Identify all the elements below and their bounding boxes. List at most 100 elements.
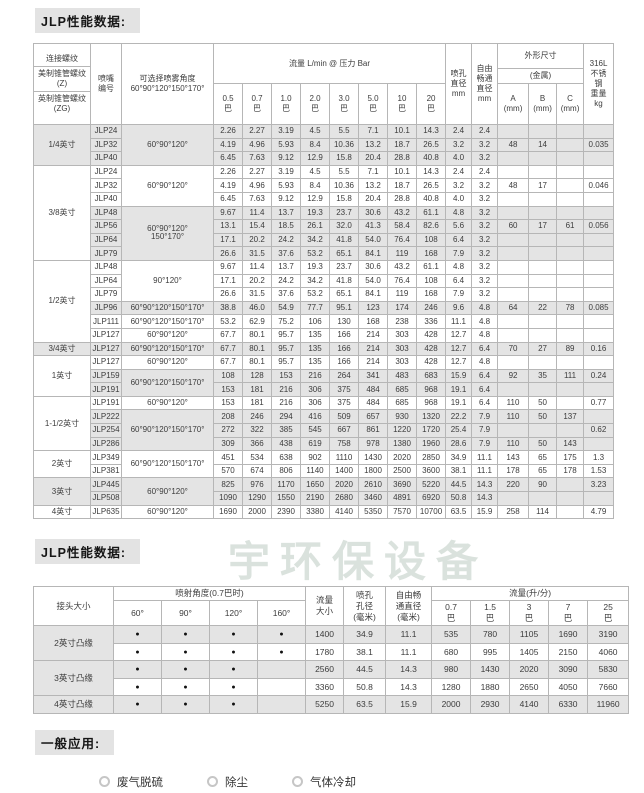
header2-free-passage: 自由畅 通直径 (毫米) xyxy=(385,586,433,627)
dim-b-cell xyxy=(528,287,558,302)
flow-value-cell: 26.5 xyxy=(415,137,447,153)
flow-value-cell: 375 xyxy=(329,382,359,397)
nozzle-id-cell: JLP96 xyxy=(90,300,122,316)
dim-a-cell xyxy=(497,355,530,370)
angle-line: 60°90°120° xyxy=(147,224,188,234)
flow-value-cell: 216 xyxy=(271,382,301,397)
flow-value-cell: 181 xyxy=(242,382,272,397)
dim-c-cell xyxy=(556,355,585,370)
dim-a-cell: 143 xyxy=(497,450,530,465)
flow-value-cell: 1800 xyxy=(358,463,388,479)
table2-header: 接头大小 喷射角度(0.7巴时) 流量 大小 喷孔 孔径 (毫米) 自由畅 通直… xyxy=(33,586,630,627)
weight-cell xyxy=(583,355,615,370)
flow-value-cell: 13.7 xyxy=(271,259,301,275)
orifice-diameter-cell: 2.4 xyxy=(445,124,473,139)
flow-value-cell: 1400 xyxy=(329,463,359,479)
nozzle-id-cell: JLP32 xyxy=(90,137,122,153)
flow-value-cell: 26.6 xyxy=(213,246,243,261)
connector-size-cell: 1-1/2英寸 xyxy=(33,395,91,452)
table-row: JLP40 6.45 7.63 9.12 12.9 15.8 20.4 28.8 40.8 4.0… xyxy=(34,191,615,207)
free-passage-cell: 4.8 xyxy=(471,327,499,343)
flow-value-cell: 294 xyxy=(271,409,301,425)
flow-value-cell: 174 xyxy=(387,300,417,316)
flow-value-cell: 214 xyxy=(358,355,388,370)
section-title-applications: 一般应用: xyxy=(35,729,115,755)
header-spray-angle-title: 可选择喷雾角度 xyxy=(139,74,196,83)
dim-c-cell xyxy=(556,124,585,139)
flow-value-cell: 15.4 xyxy=(242,219,272,234)
flow-value-cell: 303 xyxy=(387,341,417,357)
dim-b-cell: 27 xyxy=(528,341,558,357)
table-row: ● ● ● ● 1780 38.1 11.1 680 995 1405 2150 4060 xyxy=(34,642,630,662)
dim-b-cell: 90 xyxy=(528,477,558,493)
flow-value-cell: 119 xyxy=(387,246,417,261)
header2-angle-120: 120° xyxy=(209,600,258,627)
angle-available-cell: ● xyxy=(209,677,258,697)
flow-value-cell: 7.63 xyxy=(242,151,272,166)
dim-a-cell xyxy=(497,191,530,207)
free-passage-cell: 14.3 xyxy=(471,491,499,506)
dim-b-cell xyxy=(528,151,558,166)
dim-b-cell xyxy=(528,191,558,207)
flow-value-cell: 1290 xyxy=(242,491,272,506)
orifice-diameter-cell: 19.1 xyxy=(445,382,473,397)
weight-cell xyxy=(583,246,615,261)
flow-value-cell: 978 xyxy=(358,436,388,452)
free-passage-cell: 2.4 xyxy=(471,124,499,139)
dim-a-cell: 70 xyxy=(497,341,530,357)
nozzle-id-cell: JLP79 xyxy=(90,246,122,261)
nozzle-id-cell: JLP40 xyxy=(90,191,122,207)
flow-value-cell: 6.45 xyxy=(213,151,243,166)
orifice-diameter-cell: 28.6 xyxy=(445,436,473,452)
flow-value-cell: 4.96 xyxy=(242,137,272,153)
flow-value-cell: 130 xyxy=(329,314,359,329)
capacity-cell: 5250 xyxy=(305,695,345,714)
flow-value-cell: 37.6 xyxy=(271,246,301,261)
dim-b-cell xyxy=(528,246,558,261)
free-passage-cell: 3.2 xyxy=(471,259,499,275)
connector-size-cell: 2英寸凸缘 xyxy=(33,625,114,662)
dim-a-cell: 48 xyxy=(497,178,530,193)
table-row: 3/4英寸 JLP127 60°90°120°150°170° 67.7 80.1 95.… xyxy=(33,341,615,357)
orifice-diameter-cell: 7.9 xyxy=(445,246,473,261)
orifice-diameter-cell: 4.8 xyxy=(445,259,473,275)
flow-value-cell: 685 xyxy=(387,395,417,411)
flow-value-cell: 1405 xyxy=(509,642,550,662)
flow-value-cell: 168 xyxy=(358,314,388,329)
angle-available-cell: ● xyxy=(161,695,210,714)
table-row: JLP127 60°90°120° 67.7 80.1 95.7 135 166 214 303… xyxy=(34,327,615,343)
weight-cell xyxy=(583,382,615,397)
flow-value-cell: 153 xyxy=(213,395,243,411)
header2-orifice-diameter: 喷孔 孔径 (毫米) xyxy=(343,586,387,627)
flow-value-cell: 153 xyxy=(213,382,243,397)
flow-value-cell: 1090 xyxy=(213,491,243,506)
flow-value-cell: 2190 xyxy=(300,491,330,506)
nozzle-id-cell: JLP286 xyxy=(90,436,122,452)
flow-value-cell: 570 xyxy=(213,463,243,479)
weight-cell: 0.24 xyxy=(583,368,615,384)
free-passage-cell: 11.1 xyxy=(471,450,499,465)
flow-value-cell: 7.63 xyxy=(242,191,272,207)
flow-value-cell: 40.8 xyxy=(415,191,447,207)
nozzle-id-cell: JLP40 xyxy=(90,151,122,166)
flow-value-cell: 366 xyxy=(242,436,272,452)
connector-size-cell: 3英寸 xyxy=(33,477,91,506)
flow-value-cell: 2850 xyxy=(415,450,447,465)
angle-available-cell: ● xyxy=(113,660,162,679)
flow-value-cell: 32.0 xyxy=(329,219,359,234)
flow-value-cell: 3380 xyxy=(300,504,330,520)
dim-c-cell xyxy=(556,273,585,289)
dim-b-cell xyxy=(528,124,558,139)
dim-a-cell xyxy=(497,423,530,438)
connector-size-cell: 1英寸 xyxy=(33,355,91,397)
flow-value-cell: 31.5 xyxy=(242,246,272,261)
header-dim-b: B (mm) xyxy=(528,83,558,125)
flow-value-cell: 1110 xyxy=(329,450,359,465)
angle-available-cell xyxy=(256,660,307,679)
header2-angle-60: 60° xyxy=(113,600,162,627)
orifice-diameter-cell: 9.6 xyxy=(445,300,473,316)
header-pressure-1: 0.7 巴 xyxy=(242,83,272,125)
flow-value-cell: 7.1 xyxy=(358,164,388,180)
dim-c-cell xyxy=(556,477,585,493)
